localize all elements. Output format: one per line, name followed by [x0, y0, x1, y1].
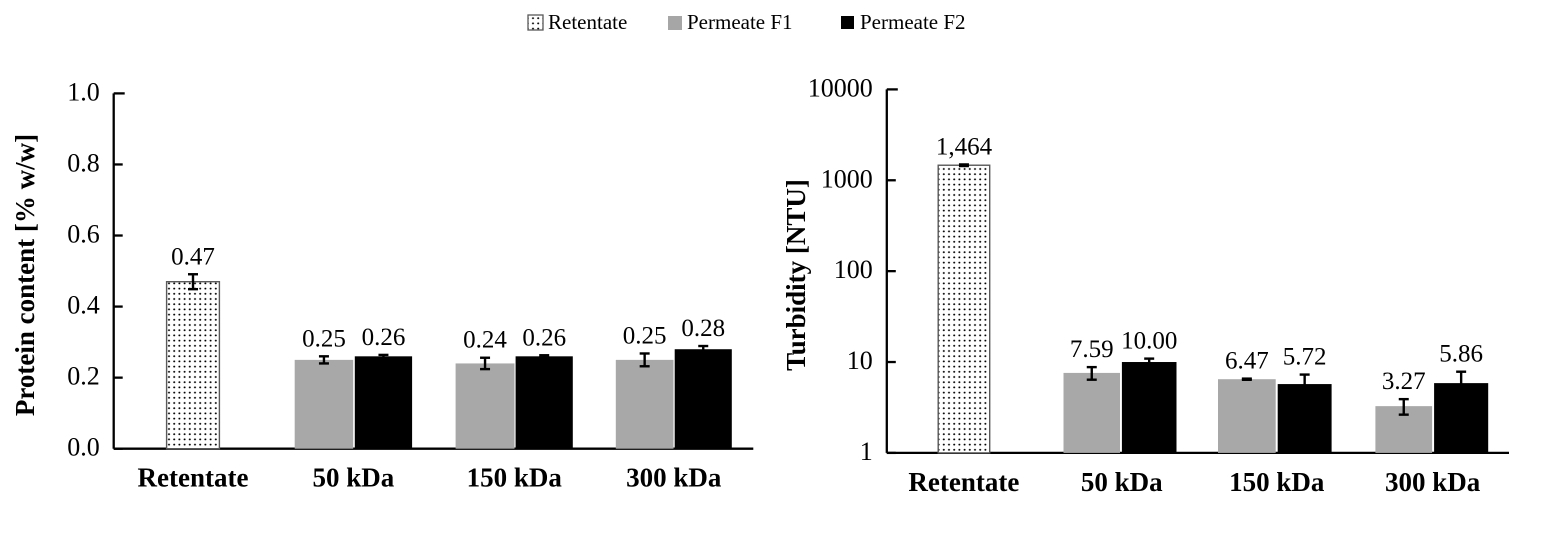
svg-text:0.25: 0.25 [623, 322, 667, 349]
svg-text:7.59: 7.59 [1070, 336, 1114, 363]
svg-text:0.2: 0.2 [67, 362, 100, 391]
svg-text:300 kDa: 300 kDa [626, 463, 722, 493]
svg-text:3.27: 3.27 [1382, 368, 1426, 395]
svg-text:0.28: 0.28 [681, 315, 725, 342]
svg-text:300 kDa: 300 kDa [1385, 467, 1481, 497]
svg-text:6.47: 6.47 [1225, 348, 1269, 375]
svg-text:Turbidity [NTU]: Turbidity [NTU] [781, 179, 811, 371]
svg-text:Permeate F1: Permeate F1 [687, 10, 793, 34]
svg-text:Permeate F2: Permeate F2 [860, 10, 966, 34]
svg-text:0.8: 0.8 [67, 148, 100, 177]
svg-text:150 kDa: 150 kDa [1229, 467, 1325, 497]
svg-text:Retentate: Retentate [548, 10, 627, 34]
svg-text:0.24: 0.24 [463, 327, 507, 354]
svg-text:100: 100 [834, 255, 873, 284]
svg-text:10000: 10000 [808, 73, 873, 102]
svg-text:5.72: 5.72 [1283, 344, 1327, 371]
svg-text:150 kDa: 150 kDa [467, 463, 563, 493]
svg-text:1,464: 1,464 [936, 133, 993, 160]
svg-text:50 kDa: 50 kDa [1081, 467, 1163, 497]
svg-text:10.00: 10.00 [1121, 328, 1177, 355]
svg-text:0.25: 0.25 [302, 325, 346, 352]
svg-text:0.6: 0.6 [67, 220, 100, 249]
svg-text:1: 1 [860, 437, 873, 466]
svg-text:0.4: 0.4 [67, 291, 100, 320]
svg-text:Retentate: Retentate [138, 463, 249, 493]
svg-text:1000: 1000 [821, 164, 873, 193]
svg-text:0.47: 0.47 [171, 243, 215, 270]
svg-text:0.0: 0.0 [67, 433, 100, 462]
svg-text:Retentate: Retentate [908, 467, 1019, 497]
svg-text:0.26: 0.26 [522, 324, 566, 351]
svg-text:1.0: 1.0 [67, 77, 100, 106]
svg-text:0.26: 0.26 [362, 324, 406, 351]
svg-text:50 kDa: 50 kDa [313, 463, 395, 493]
svg-text:5.86: 5.86 [1439, 341, 1483, 368]
svg-text:Protein content [% w/w]: Protein content [% w/w] [10, 134, 40, 416]
svg-text:10: 10 [847, 346, 873, 375]
